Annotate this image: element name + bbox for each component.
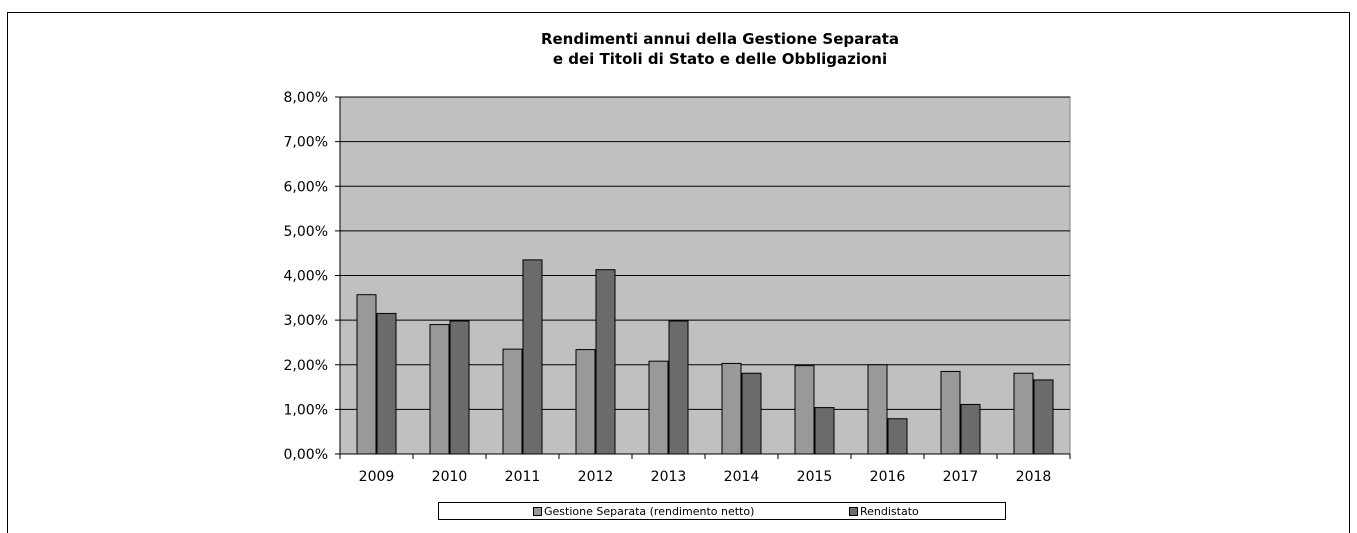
legend-swatch-rendistato bbox=[849, 507, 858, 516]
bar-rendistato-2018 bbox=[1033, 379, 1054, 455]
legend: Gestione Separata (rendimento netto) Ren… bbox=[438, 502, 1006, 520]
y-tick-label: 5,00% bbox=[284, 224, 328, 240]
bar-gestione-2018 bbox=[1013, 372, 1034, 455]
x-tick-label: 2014 bbox=[724, 469, 760, 485]
x-tick-label: 2017 bbox=[943, 469, 979, 485]
x-tick-label: 2013 bbox=[651, 469, 687, 485]
y-tick-label: 0,00% bbox=[284, 447, 328, 463]
x-axis: 2009 2010 2011 2012 2013 2014 2015 2016 2017 2018 bbox=[339, 453, 1071, 485]
bar-gestione-2011 bbox=[502, 348, 523, 455]
y-tick-label: 7,00% bbox=[284, 135, 328, 151]
bar-rendistato-2009 bbox=[376, 312, 397, 455]
chart-frame bbox=[7, 12, 1350, 533]
chart-title-line-2: e dei Titoli di Stato e delle Obbligazio… bbox=[553, 50, 887, 68]
bar-rendistato-2016 bbox=[887, 418, 908, 455]
bar-rendistato-2012 bbox=[595, 269, 616, 455]
bars bbox=[356, 259, 1054, 455]
bar-rendistato-2011 bbox=[522, 259, 543, 455]
bar-rendistato-2014 bbox=[741, 372, 762, 455]
legend-label-rendistato: Rendistato bbox=[860, 505, 919, 518]
y-tick-label: 2,00% bbox=[284, 358, 328, 374]
y-tick-label: 1,00% bbox=[284, 402, 328, 418]
bar-rendistato-2010 bbox=[449, 320, 470, 455]
bar-gestione-2015 bbox=[794, 365, 815, 455]
bar-rendistato-2015 bbox=[814, 407, 835, 455]
bar-gestione-2014 bbox=[721, 362, 742, 455]
legend-item-gestione: Gestione Separata (rendimento netto) bbox=[533, 505, 754, 518]
bar-gestione-2013 bbox=[648, 360, 669, 455]
chart-title-line-1: Rendimenti annui della Gestione Separata bbox=[541, 30, 899, 48]
y-tick-label: 3,00% bbox=[284, 313, 328, 329]
bar-gestione-2016 bbox=[867, 364, 888, 455]
y-axis: 0,00% 1,00% 2,00% 3,00% 4,00% 5,00% 6,00% 7,00%… bbox=[284, 90, 341, 463]
x-tick-label: 2010 bbox=[432, 469, 468, 485]
legend-label-gestione: Gestione Separata (rendimento netto) bbox=[544, 505, 755, 518]
legend-item-rendistato: Rendistato bbox=[849, 505, 919, 518]
bar-gestione-2009 bbox=[356, 294, 377, 455]
x-tick-label: 2011 bbox=[505, 469, 541, 485]
y-tick-label: 4,00% bbox=[284, 269, 328, 285]
bar-gestione-2012 bbox=[575, 349, 596, 455]
x-tick-label: 2018 bbox=[1016, 469, 1052, 485]
bar-rendistato-2017 bbox=[960, 403, 981, 455]
x-tick-label: 2015 bbox=[797, 469, 833, 485]
x-tick-label: 2012 bbox=[578, 469, 614, 485]
bar-rendistato-2013 bbox=[668, 320, 689, 455]
bar-gestione-2017 bbox=[940, 370, 961, 455]
legend-swatch-gestione bbox=[533, 507, 542, 516]
y-tick-label: 6,00% bbox=[284, 179, 328, 195]
x-tick-label: 2009 bbox=[359, 469, 395, 485]
bar-gestione-2010 bbox=[429, 324, 450, 455]
x-tick-label: 2016 bbox=[870, 469, 906, 485]
y-tick-label: 8,00% bbox=[284, 90, 328, 106]
